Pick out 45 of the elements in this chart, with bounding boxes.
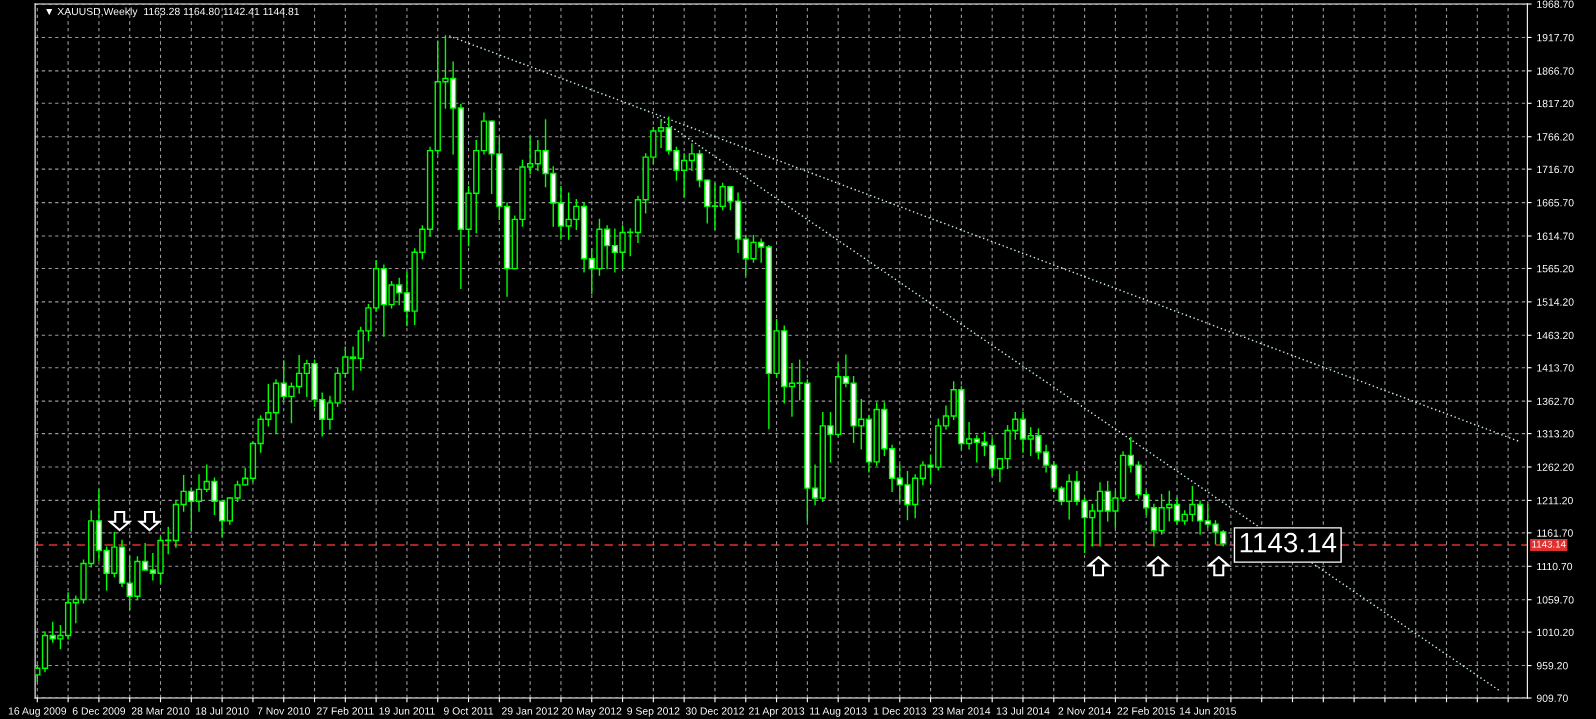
y-tick-label: 1817.20 bbox=[1537, 99, 1574, 108]
y-tick-label: 1262.20 bbox=[1537, 463, 1574, 471]
x-tick-label: 6 Dec 2009 bbox=[72, 707, 126, 715]
y-tick-label: 1766.20 bbox=[1537, 133, 1574, 141]
y-tick-label: 1110.70 bbox=[1537, 562, 1573, 571]
y-tick-label: 1463.20 bbox=[1537, 331, 1574, 340]
x-tick-label: 18 Jul 2010 bbox=[195, 707, 249, 715]
x-tick-label: 16 Aug 2009 bbox=[8, 707, 67, 717]
ref-line-label: 1143.14 bbox=[1532, 540, 1566, 548]
x-tick-label: 28 Mar 2010 bbox=[131, 707, 190, 715]
x-tick-label: 11 Aug 2013 bbox=[810, 707, 867, 717]
annotation: 1143.14 bbox=[1240, 532, 1337, 553]
y-tick-label: 1059.70 bbox=[1537, 596, 1574, 604]
x-tick-label: 13 Jul 2014 bbox=[996, 707, 1050, 715]
y-tick-label: 1211.20 bbox=[1537, 496, 1573, 505]
x-tick-label: 22 Feb 2015 bbox=[1117, 707, 1176, 715]
y-tick-label: 1968.70 bbox=[1537, 0, 1574, 8]
y-tick-label: 1010.20 bbox=[1537, 628, 1574, 637]
y-tick-label: 1565.20 bbox=[1537, 264, 1574, 273]
x-tick-label: 1 Dec 2013 bbox=[873, 707, 926, 715]
chart-title: ▼ XAUUSD,Weekly 1163.28 1164.80 1142.41 1144.81 bbox=[46, 7, 300, 18]
x-tick-label: 23 Mar 2014 bbox=[932, 707, 991, 715]
y-tick-label: 1313.20 bbox=[1537, 430, 1574, 438]
x-tick-label: 7 Nov 2010 bbox=[257, 707, 310, 715]
x-tick-label: 9 Oct 2011 bbox=[443, 707, 494, 715]
y-tick-label: 909.70 bbox=[1536, 694, 1568, 702]
y-tick-label: 959.20 bbox=[1536, 662, 1568, 670]
y-tick-label: 1665.70 bbox=[1537, 199, 1574, 207]
y-tick-label: 1716.70 bbox=[1537, 165, 1574, 174]
x-tick-label: 9 Sep 2012 bbox=[627, 707, 680, 717]
x-tick-label: 30 Dec 2012 bbox=[685, 707, 744, 715]
x-tick-label: 29 Jan 2012 bbox=[502, 707, 559, 715]
x-tick-label: 14 Jun 2015 bbox=[1179, 707, 1237, 715]
y-tick-label: 1514.20 bbox=[1537, 298, 1574, 306]
y-tick-label: 1413.70 bbox=[1537, 364, 1574, 372]
y-tick-label: 1614.70 bbox=[1537, 232, 1574, 240]
y-tick-label: 1917.70 bbox=[1537, 33, 1574, 42]
y-tick-label: 1161.70 bbox=[1537, 529, 1573, 537]
x-tick-label: 27 Feb 2011 bbox=[317, 707, 374, 715]
y-tick-label: 1866.70 bbox=[1537, 67, 1574, 75]
x-tick-label: 21 Apr 2013 bbox=[749, 707, 805, 717]
x-tick-label: 20 May 2012 bbox=[562, 707, 622, 717]
x-tick-label: 2 Nov 2014 bbox=[1058, 707, 1111, 715]
x-tick-label: 19 Jun 2011 bbox=[379, 707, 435, 715]
y-tick-label: 1362.70 bbox=[1537, 397, 1574, 406]
